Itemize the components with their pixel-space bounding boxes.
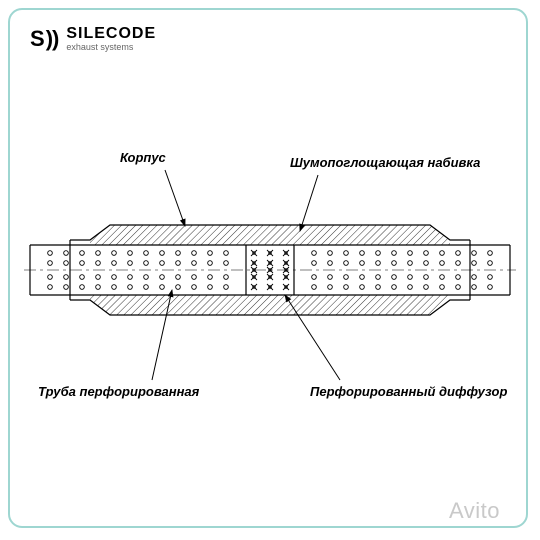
callout-perforated-diffuser: Перфорированный диффузор: [310, 384, 507, 399]
callout-perforated-tube: Труба перфорированная: [38, 384, 199, 399]
callout-packing: Шумопоглощающая набивка: [290, 155, 480, 170]
callout-body: Корпус: [120, 150, 166, 165]
muffler-diagram: [0, 0, 540, 540]
watermark: Avito: [449, 498, 500, 524]
